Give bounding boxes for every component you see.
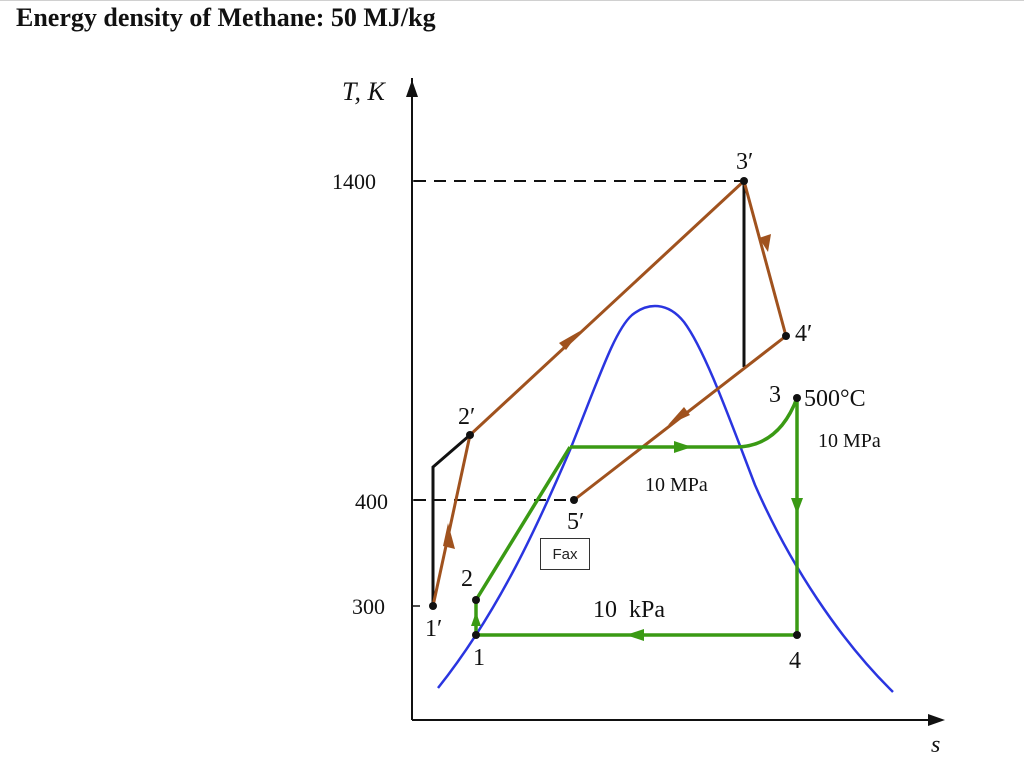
point-2p-marker (466, 431, 474, 439)
y-tick-300: 300 (352, 594, 385, 619)
gas-line-1p-2p (431, 434, 472, 607)
point-label-1p: 1′ (425, 616, 442, 642)
saturation-dome (437, 304, 894, 693)
point-label-2: 2 (461, 566, 473, 592)
gas-arrow-cooling-icon (668, 407, 690, 425)
steam-arrow-boiling-icon (674, 441, 692, 453)
y-tick-1400: 1400 (332, 169, 376, 194)
steam-arrow-condenser-icon (626, 629, 644, 641)
pressure-label-10mpa-right: 10 MPa (818, 430, 881, 452)
x-axis-arrow-icon (928, 714, 945, 726)
steam-line-superheat (734, 397, 799, 449)
point-label-3p: 3′ (736, 149, 753, 175)
gas-compression-segment (431, 433, 471, 606)
gas-arrow-up-icon (443, 523, 455, 549)
gas-arrow-expansion-icon (759, 234, 771, 252)
point-5p-marker (570, 496, 578, 504)
point-4p-marker (782, 332, 790, 340)
top-divider (0, 0, 1024, 1)
point-label-3: 3 (769, 382, 781, 408)
point-label-1: 1 (473, 645, 485, 671)
y-axis-label: T, K (342, 77, 387, 106)
pressure-label-10mpa-center: 10 MPa (645, 474, 708, 496)
gas-line-2p-3p (468, 179, 746, 437)
y-axis-arrow-icon (406, 80, 418, 97)
pressure-label-10kpa: 10 kPa (593, 597, 665, 623)
steam-arrow-turbine-icon (791, 498, 803, 514)
gas-arrow-heating-icon (559, 331, 580, 350)
steam-line-2-sat (474, 446, 572, 601)
point-3-marker (793, 394, 801, 402)
fax-tooltip: Fax (540, 538, 590, 570)
temperature-label-500c: 500°C (804, 386, 866, 412)
y-tick-400: 400 (355, 489, 388, 514)
point-3p-marker (740, 177, 748, 185)
page-title: Energy density of Methane: 50 MJ/kg (16, 3, 436, 32)
x-axis-label: s (931, 732, 940, 758)
point-1p-marker (429, 602, 437, 610)
gas-line-3p-4p (742, 180, 788, 337)
point-label-4: 4 (789, 648, 801, 674)
point-label-2p: 2′ (458, 404, 475, 430)
point-label-5p: 5′ (567, 509, 584, 535)
steam-arrow-pump-icon (471, 612, 481, 626)
point-1-marker (472, 631, 480, 639)
point-label-4p: 4′ (795, 321, 812, 347)
point-2-marker (472, 596, 480, 604)
point-4-marker (793, 631, 801, 639)
